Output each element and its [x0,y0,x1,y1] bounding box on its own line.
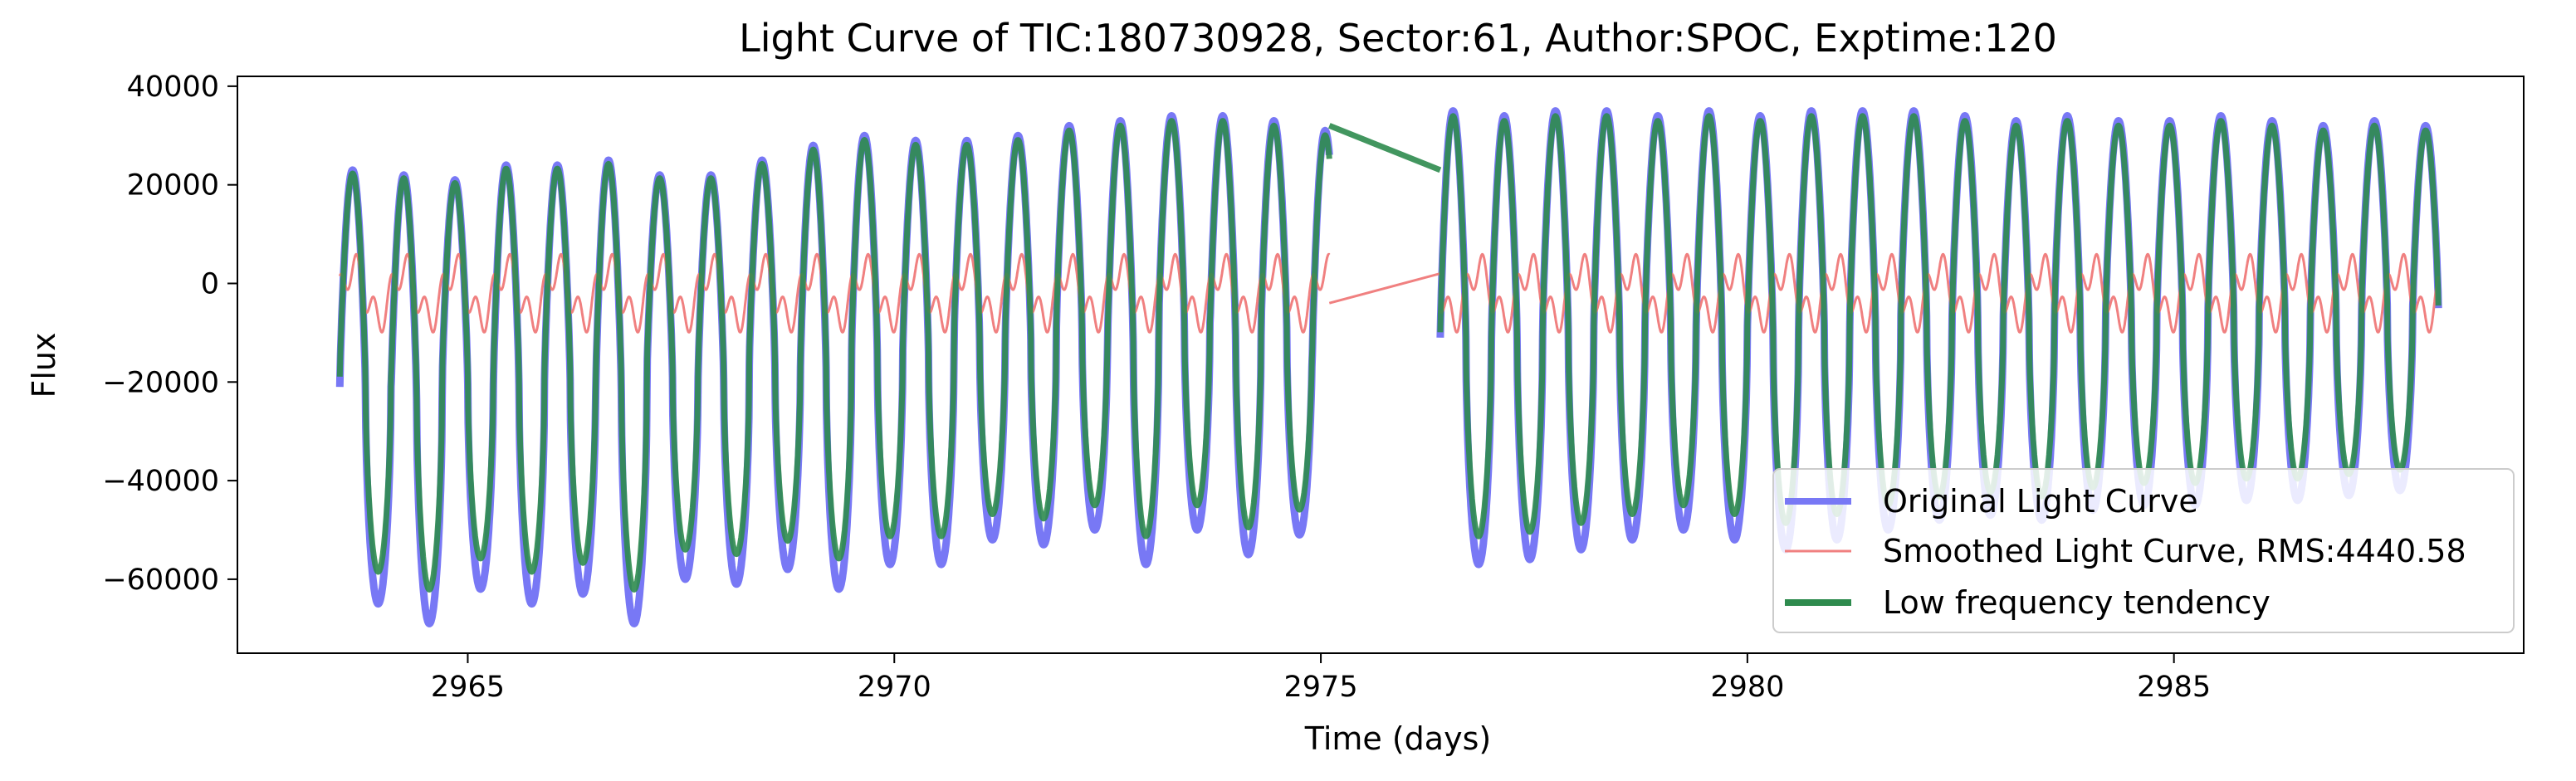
x-tick-label: 2970 [858,671,931,704]
legend-box [1772,468,2515,633]
legend: Original Light Curve Smoothed Light Curv… [1772,468,2515,633]
plot-frame [237,76,2525,654]
y-tick-label: 40000 [127,71,219,104]
x-axis-label: Time (days) [1304,720,1491,757]
legend-label-original: Original Light Curve [1883,483,2198,520]
y-tick-label: −40000 [102,465,219,498]
series-smoothed-light-curve [338,252,2440,334]
x-axis: 2965 2970 2975 2980 2985 [431,653,2211,704]
legend-label-low-frequency: Low frequency tendency [1883,584,2270,621]
y-axis-label: Flux [26,333,62,398]
y-tick-label: −20000 [102,366,219,399]
x-tick-label: 2980 [1710,671,1784,704]
y-tick-label: −60000 [102,564,219,597]
x-tick-label: 2975 [1284,671,1358,704]
y-axis: −60000 −40000 −20000 0 20000 40000 [102,71,237,597]
chart-title: Light Curve of TIC:180730928, Sector:61,… [739,16,2057,61]
legend-label-smoothed: Smoothed Light Curve, RMS:4440.58 [1883,533,2466,569]
y-tick-label: 20000 [127,169,219,203]
x-tick-label: 2985 [2137,671,2211,704]
y-tick-label: 0 [201,267,219,300]
x-tick-label: 2965 [431,671,505,704]
